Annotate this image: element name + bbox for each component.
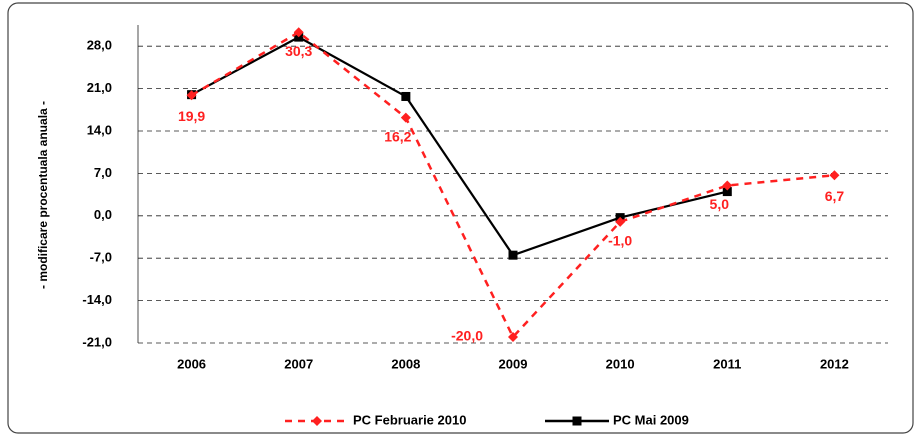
x-tick-label: 2006 — [177, 356, 206, 371]
point — [722, 180, 733, 191]
y-tick-label: 7,0 — [94, 165, 112, 180]
y-tick-label: -14,0 — [82, 292, 112, 307]
legend-label: PC Februarie 2010 — [353, 412, 466, 427]
y-tick-label: -21,0 — [82, 334, 112, 349]
x-tick-label: 2012 — [820, 356, 849, 371]
point — [508, 250, 518, 260]
point — [400, 112, 411, 123]
x-tick-label: 2009 — [499, 356, 528, 371]
chart-frame — [7, 2, 914, 434]
value-label: -20,0 — [451, 328, 483, 344]
value-label: 6,7 — [825, 188, 845, 204]
x-tick-label: 2010 — [606, 356, 635, 371]
y-tick-label: -7,0 — [90, 250, 112, 265]
x-tick-label: 2008 — [391, 356, 420, 371]
point — [186, 90, 197, 101]
legend-label: PC Mai 2009 — [613, 412, 689, 427]
legend-marker — [572, 416, 582, 426]
point — [508, 331, 518, 342]
value-label: 5,0 — [710, 196, 730, 212]
value-label: 30,3 — [285, 43, 312, 59]
x-tick-label: 2011 — [713, 356, 741, 371]
y-tick-label: 28,0 — [87, 38, 112, 53]
value-label: -1,0 — [608, 233, 632, 249]
point — [829, 170, 840, 181]
point — [722, 187, 732, 197]
y-axis-title: - modificare procentuala anuala - — [36, 101, 50, 289]
y-tick-label: 21,0 — [87, 80, 112, 95]
series-line — [191, 35, 728, 257]
y-tick-label: 14,0 — [87, 122, 112, 137]
value-label: 19,9 — [178, 108, 205, 124]
value-label: 16,2 — [384, 128, 411, 144]
x-tick-label: 2007 — [284, 356, 313, 371]
legend-marker — [312, 416, 322, 426]
point — [401, 91, 411, 101]
point — [293, 27, 304, 38]
y-tick-label: 0,0 — [94, 207, 112, 222]
point — [615, 216, 626, 227]
